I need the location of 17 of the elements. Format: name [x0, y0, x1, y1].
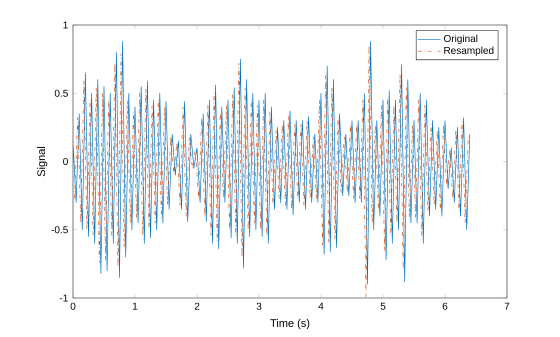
x-tick-label: 5	[380, 302, 386, 310]
y-axis-title: Signal	[37, 146, 48, 176]
y-tick-label: 0.5	[54, 90, 68, 97]
x-tick-label: 3	[256, 302, 262, 310]
legend-label: Resampled	[444, 46, 494, 56]
legend-label: Original	[444, 34, 478, 44]
y-tick-label: 0	[63, 158, 68, 166]
x-tick-label: 1	[132, 302, 138, 310]
x-tick-label: 7	[504, 302, 510, 310]
y-tick-label: 1	[64, 22, 68, 28]
x-tick-label: 4	[318, 302, 324, 310]
x-tick-label: 6	[442, 302, 448, 310]
x-tick-label: 0	[70, 302, 76, 310]
y-tick-label: -1	[60, 294, 68, 302]
y-tick-label: -0.5	[52, 226, 68, 234]
x-axis-title: Time (s)	[270, 318, 310, 330]
x-tick-label: 2	[194, 302, 200, 310]
